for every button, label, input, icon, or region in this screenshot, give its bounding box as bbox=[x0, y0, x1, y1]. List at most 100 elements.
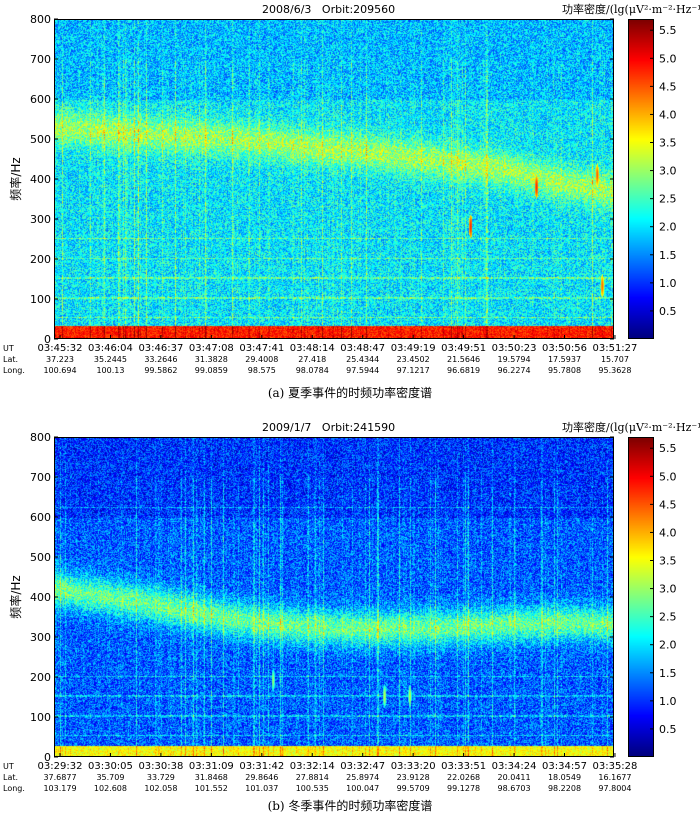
x-tick-label: 03:50:23 bbox=[492, 343, 537, 354]
row-label: Lat. bbox=[3, 773, 18, 782]
title-date: 2009/1/7 bbox=[262, 421, 312, 434]
lat-label: 19.5794 bbox=[498, 355, 531, 364]
long-label: 102.058 bbox=[144, 784, 177, 793]
colorbar-label: 功率密度/(lg(μV²·m⁻²·Hz⁻¹)) bbox=[562, 3, 700, 16]
figure-caption: (a) 夏季事件的时频功率密度谱 bbox=[267, 386, 433, 400]
colorbar-tick-label: 4.5 bbox=[659, 80, 677, 93]
spectrogram-plot-area bbox=[54, 437, 614, 757]
lat-label: 16.1677 bbox=[598, 773, 631, 782]
lat-label: 33.2646 bbox=[144, 355, 177, 364]
y-tick-label: 200 bbox=[30, 671, 51, 684]
lat-label: 15.707 bbox=[601, 355, 629, 364]
colorbar-tick-label: 1.0 bbox=[659, 277, 677, 290]
long-label: 96.6819 bbox=[447, 366, 480, 375]
lat-label: 17.5937 bbox=[548, 355, 581, 364]
lat-label: 27.8814 bbox=[296, 773, 329, 782]
long-label: 96.2274 bbox=[498, 366, 531, 375]
y-tick-label: 200 bbox=[30, 253, 51, 266]
y-tick-label: 800 bbox=[30, 431, 51, 444]
x-tick-label: 03:33:51 bbox=[441, 761, 486, 772]
spectrogram-plot-area bbox=[54, 19, 614, 339]
lat-label: 35.2445 bbox=[94, 355, 127, 364]
lat-label: 37.6877 bbox=[43, 773, 76, 782]
colorbar-tick-label: 0.5 bbox=[659, 305, 677, 318]
y-tick-label: 300 bbox=[30, 213, 51, 226]
long-label: 100.13 bbox=[96, 366, 124, 375]
colorbar-tick-label: 4.5 bbox=[659, 498, 677, 511]
colorbar-gradient bbox=[629, 438, 653, 756]
x-tick-label: 03:34:57 bbox=[542, 761, 587, 772]
colorbar bbox=[628, 437, 654, 757]
axes: 0 100 200 300 400 500 600 700 800 频率/Hz UT Lat. Long… bbox=[3, 431, 677, 793]
y-tick-label: 100 bbox=[30, 293, 51, 306]
x-tick-label: 03:30:38 bbox=[138, 761, 183, 772]
colorbar-tick-label: 0.5 bbox=[659, 723, 677, 736]
long-label: 95.3628 bbox=[598, 366, 631, 375]
row-label: UT bbox=[3, 762, 14, 771]
long-label: 99.0859 bbox=[195, 366, 228, 375]
y-tick-label: 100 bbox=[30, 711, 51, 724]
colorbar-tick-label: 5.0 bbox=[659, 52, 677, 65]
lat-label: 23.9128 bbox=[397, 773, 430, 782]
x-tick-label: 03:33:20 bbox=[391, 761, 436, 772]
y-tick-label: 300 bbox=[30, 631, 51, 644]
x-tick-label: 03:48:14 bbox=[290, 343, 335, 354]
y-tick-label: 500 bbox=[30, 551, 51, 564]
colorbar-tick-label: 1.0 bbox=[659, 695, 677, 708]
long-label: 98.2208 bbox=[548, 784, 581, 793]
long-label: 102.608 bbox=[94, 784, 127, 793]
long-label: 97.8004 bbox=[598, 784, 631, 793]
x-tick-label: 03:48:47 bbox=[340, 343, 385, 354]
colorbar-tick-label: 5.5 bbox=[659, 24, 677, 37]
colorbar-tick-label: 4.0 bbox=[659, 108, 677, 121]
y-tick-label: 600 bbox=[30, 511, 51, 524]
colorbar-tick-label: 3.0 bbox=[659, 583, 677, 596]
x-tick-label: 03:47:41 bbox=[239, 343, 284, 354]
colorbar-tick-label: 4.0 bbox=[659, 526, 677, 539]
lat-label: 25.4344 bbox=[346, 355, 379, 364]
y-tick-label: 0 bbox=[44, 751, 51, 764]
colorbar-tick-label: 1.5 bbox=[659, 249, 677, 262]
long-label: 97.5944 bbox=[346, 366, 379, 375]
colorbar-label: 功率密度/(lg(μV²·m⁻²·Hz⁻¹)) bbox=[562, 421, 700, 434]
row-label: Long. bbox=[3, 366, 25, 375]
x-tick-label: 03:30:05 bbox=[88, 761, 133, 772]
spectrogram-heatmap bbox=[55, 20, 613, 338]
long-label: 101.552 bbox=[195, 784, 228, 793]
lat-label: 35.709 bbox=[96, 773, 124, 782]
y-tick-label: 400 bbox=[30, 591, 51, 604]
long-label: 97.1217 bbox=[397, 366, 430, 375]
lat-label: 21.5646 bbox=[447, 355, 480, 364]
title-orbit: Orbit:241590 bbox=[321, 421, 396, 434]
long-label: 103.179 bbox=[43, 784, 76, 793]
lat-label: 37.223 bbox=[46, 355, 74, 364]
long-label: 100.694 bbox=[43, 366, 76, 375]
x-tick-label: 03:32:14 bbox=[290, 761, 335, 772]
colorbar-tick-label: 5.0 bbox=[659, 470, 677, 483]
colorbar-tick-label: 2.5 bbox=[659, 611, 677, 624]
long-label: 99.1278 bbox=[447, 784, 480, 793]
colorbar bbox=[628, 19, 654, 339]
x-tick-label: 03:45:32 bbox=[38, 343, 83, 354]
lat-label: 20.0411 bbox=[498, 773, 531, 782]
x-tick-label: 03:46:04 bbox=[88, 343, 133, 354]
x-tick-label: 03:32:47 bbox=[340, 761, 385, 772]
spectrogram-heatmap bbox=[55, 438, 613, 756]
lat-label: 31.8468 bbox=[195, 773, 228, 782]
lat-label: 18.0549 bbox=[548, 773, 581, 782]
lat-label: 25.8974 bbox=[346, 773, 379, 782]
colorbar-tick-label: 3.0 bbox=[659, 165, 677, 178]
long-label: 100.047 bbox=[346, 784, 379, 793]
colorbar-tick-label: 3.5 bbox=[659, 137, 677, 150]
long-label: 99.5862 bbox=[144, 366, 177, 375]
long-label: 95.7808 bbox=[548, 366, 581, 375]
axes: 0 100 200 300 400 500 600 700 800 频率/Hz UT Lat. Long… bbox=[3, 13, 677, 375]
y-tick-label: 700 bbox=[30, 471, 51, 484]
chart-title: 2008/6/3 Orbit:209560 bbox=[262, 3, 395, 16]
x-tick-label: 03:35:28 bbox=[592, 761, 637, 772]
lat-label: 27.418 bbox=[298, 355, 326, 364]
x-tick-label: 03:31:09 bbox=[189, 761, 234, 772]
colorbar-tick-label: 2.0 bbox=[659, 639, 677, 652]
y-tick-label: 800 bbox=[30, 13, 51, 26]
long-label: 98.6703 bbox=[498, 784, 531, 793]
